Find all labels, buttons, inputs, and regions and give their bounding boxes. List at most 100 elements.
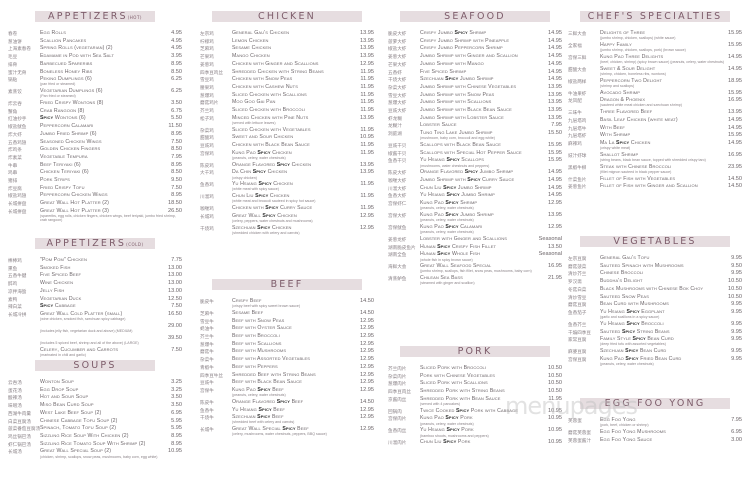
- menu-item: 葱爆牛 Beef with Scallions 12.95: [200, 341, 374, 349]
- item-price: 23.95: [728, 163, 742, 170]
- item-name: Seasoned Chicken Wings: [40, 138, 102, 145]
- item-name: Sauteed Snow Peas: [600, 293, 649, 300]
- item-chinese-name: 清蒸鲈鱼: [388, 276, 407, 282]
- item-price: 13.95: [548, 212, 562, 219]
- item-price: 11.95: [548, 395, 562, 402]
- item-price: 12.95: [360, 363, 374, 370]
- menu-item: 菠菜番茄豆腐汤 Spinach, Tomato Tofu Soup (2) 5.95: [8, 425, 182, 433]
- section-header: CHICKEN: [212, 11, 362, 22]
- item-name: Pork Strips: [40, 177, 70, 184]
- section-header: CHEF'S SPECIALTIES: [580, 11, 730, 22]
- item-name: Buddha's Delight: [600, 278, 643, 285]
- item-chinese-name: 冬菇白菜: [568, 286, 587, 292]
- item-description: (steamed with ginger and scallion): [420, 281, 475, 286]
- item-description: (Pan fried or steamed): [40, 94, 76, 99]
- menu-item: 姜葱大虾 Jumbo Shrimp with Ginger and Scallio…: [388, 53, 562, 61]
- menu-item: 虾龙糊 Jumbo Shrimp with Lobster Sauce 13.95: [388, 115, 562, 123]
- menu-item: 长城汤 Great Wall Special Soup (2) 10.95 (chic…: [8, 448, 182, 460]
- section-chicken: CHICKEN 左宗鸡 General Gau's Chicken 13.95 柠檬鸡 L…: [200, 11, 374, 237]
- item-price: 9.50: [171, 177, 182, 184]
- item-price: 14.50: [360, 398, 374, 405]
- section-subtitle: (hot): [127, 15, 142, 20]
- item-chinese-name: 左宗豆腐: [568, 256, 587, 261]
- menu-item: 麻婆豆腐 Szechuan Spicy Bean Curd 9.95: [568, 348, 742, 356]
- item-chinese-name: 椒盐大虾: [388, 46, 407, 52]
- item-chinese-name: 杂菜大虾: [388, 84, 407, 90]
- item-price: 9.50: [731, 262, 742, 269]
- item-name: Crab Rangoon (8): [40, 107, 85, 114]
- menu-item: 宫保豆腐 Kung Pao Spicy Fried Bean Curd 9.95 (p…: [568, 356, 742, 368]
- item-price: 8.95: [171, 130, 182, 137]
- section-seafood: SEAFOOD 脆皮大虾 Crispy Jumbo Spicy Shrimp 14.9…: [388, 11, 562, 287]
- section-header: SOUPS: [35, 360, 155, 371]
- section-appetizers-cold: APPETIZERS(cold) 棒棒鸡 "Pom Pom" Chicken 7.75…: [8, 238, 182, 359]
- item-price: 7.50: [171, 303, 182, 310]
- item-chinese-name: 左宗鸡: [200, 31, 214, 36]
- section-header: VEGETABLES: [580, 236, 730, 247]
- menu-item: 鱼香大虾 Yu Hsiang Spicy Jumbo Shrimp 14.95: [388, 192, 562, 200]
- item-name: Crispy Jumbo Spicy Shrimp: [420, 30, 487, 36]
- item-chinese-name: 鱼香牛: [200, 407, 214, 413]
- item-chinese-name: 锅贴: [8, 77, 18, 83]
- item-chinese-name: 鱼香鸡: [200, 182, 214, 188]
- item-chinese-name: 西湖牛肉羹: [8, 410, 31, 416]
- item-name: Celery, Cucumber and Carrots: [40, 346, 119, 353]
- item-name: Great Wall Special Spicy Beef: [232, 426, 309, 433]
- item-name: Crispy Beef: [232, 298, 262, 304]
- item-price: 12.95: [360, 333, 374, 340]
- item-chinese-name: 什菜鱼片: [568, 176, 587, 182]
- item-price: 15.95: [548, 142, 562, 149]
- menu-item: 罗汉斋 Buddha's Delight 10.50: [568, 278, 742, 286]
- item-name: Peppercorn Chicken Wings: [40, 192, 108, 199]
- item-name: Five Spiced Beef: [40, 272, 82, 279]
- item-name: Spicy Wontons (6): [40, 115, 86, 122]
- item-price: 16.50: [168, 310, 182, 317]
- menu-item: 左宗豆腐 General Gau's Tofu 9.95: [568, 255, 742, 263]
- item-name: Kung Pao Spicy Chicken: [232, 149, 292, 156]
- item-chinese-name: 蘑菇豆腐: [568, 302, 587, 308]
- menu-item: 湖南脆皮鱼片 Hunan Spicy Crispy Fish Fillet 13.5…: [388, 244, 562, 252]
- item-price: 9.95: [731, 301, 742, 308]
- item-price: 11.95: [360, 68, 374, 75]
- menu-item: 杂菜肉片 Pork with Chinese Vegetables 10.50: [388, 373, 562, 381]
- item-description: (mushrooms, water chestnuts and peppers): [420, 163, 490, 168]
- item-description: (crispy white meat): [600, 146, 631, 151]
- menu-item: 雪豆鸡 Chicken with Snow Peas 11.95: [200, 76, 374, 84]
- menu-item: 五香鸡翅 Seasoned Chicken Wings 7.50: [8, 139, 182, 147]
- item-chinese-name: 蘑菇鸡片: [200, 100, 219, 106]
- item-description: (peanuts, celery, water chestnuts): [420, 206, 474, 211]
- item-chinese-name: 春卷: [8, 31, 18, 36]
- item-name: Orange Flavored Spicy Jumbo Shrimp: [420, 169, 514, 176]
- menu-item: 雪豆大虾 Jumbo Shrimp with Snow Peas 13.95: [388, 92, 562, 100]
- item-name: Vegetable Tempura: [40, 153, 88, 160]
- item-price: 18.95: [728, 77, 742, 84]
- menu-item: 芒果大虾 Jumbo Shrimp with Mango 14.95: [388, 61, 562, 69]
- item-price: 8.95: [171, 192, 182, 199]
- item-chinese-name: 甜酸鸡: [200, 135, 214, 141]
- item-chinese-name: 凉拌海蜇: [8, 288, 27, 294]
- item-name: Fried Crispy Wontons (8): [40, 100, 104, 107]
- item-chinese-name: 芥兰鸡: [200, 108, 214, 114]
- item-chinese-name: 酸辣汤: [8, 395, 22, 401]
- menu-item: 洞庭湖 Tung Ting Lake Jumbo Shrimp 15.50 (mush…: [388, 130, 562, 142]
- item-name: Chinese Cabbage Tofu Soup (2): [40, 417, 118, 424]
- menu-item: 上海素春卷 Spring Rolls (vegetarian) (2) 4.95: [8, 45, 182, 53]
- item-price: 15.50: [548, 130, 562, 137]
- menu-item: 黑椒牛柳 Steak with Chinese Broccoli 23.95 (fil…: [568, 164, 742, 176]
- item-price: 9.95: [731, 336, 742, 343]
- item-chinese-name: 长城牛: [200, 427, 214, 433]
- item-name: Chicken with Ginger and Scallions: [232, 60, 319, 67]
- section-title: CHEF'S SPECIALTIES: [587, 11, 723, 22]
- item-description: (white meat with spicy sauce): [232, 187, 279, 192]
- item-price: 11.95: [360, 205, 374, 212]
- item-chinese-name: 四季豆牛丝: [200, 372, 223, 378]
- item-chinese-name: 芙蓉蛋酱汁: [568, 437, 591, 443]
- item-name: Beef with Broccoli: [232, 333, 280, 340]
- item-name: Edamame in Pod with Sea Salt: [40, 53, 114, 60]
- item-chinese-name: 四季豆鸡丝: [200, 69, 223, 75]
- item-chinese-name: 炸豆腐: [8, 185, 22, 191]
- item-chinese-name: 虾仁锅巴汤: [8, 441, 31, 447]
- item-name: Sliced Pork with Broccoli: [420, 365, 487, 371]
- menu-item: 宫保三鲜 Kung Pao Three Delights 14.95 (beef, c…: [568, 54, 742, 66]
- item-price: 10.50: [548, 388, 562, 395]
